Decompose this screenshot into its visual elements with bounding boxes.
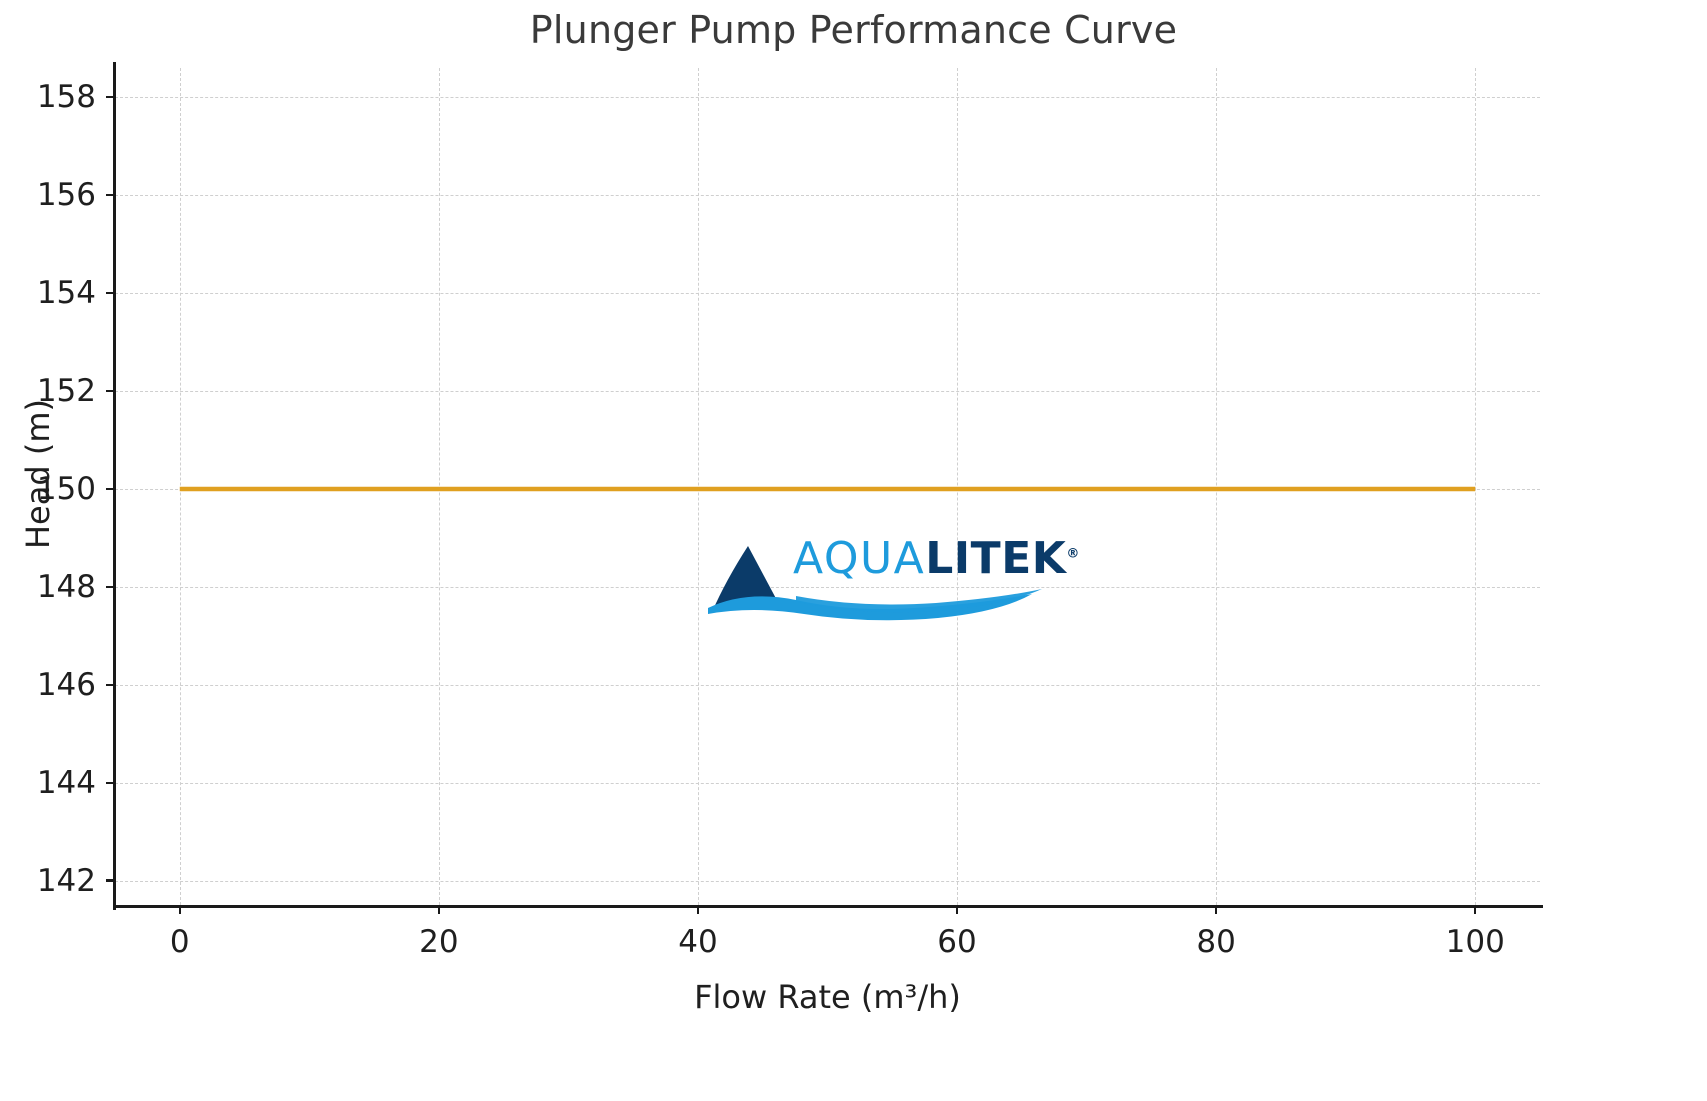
x-tick-label: 80 bbox=[1196, 924, 1236, 960]
tick-mark-y bbox=[106, 389, 115, 393]
gridline-vertical bbox=[179, 68, 181, 905]
x-axis-spine bbox=[113, 905, 1543, 908]
tick-mark-y bbox=[106, 96, 115, 99]
tick-mark-x bbox=[955, 905, 959, 914]
y-axis-tick-labels: 142 144 146 148 150 152 154 156 158 bbox=[0, 68, 96, 905]
tick-mark-y bbox=[106, 781, 115, 784]
x-tick-label: 0 bbox=[169, 924, 190, 960]
gridline-horizontal bbox=[115, 782, 1540, 784]
x-tick-label: 100 bbox=[1445, 924, 1505, 960]
tick-mark-y bbox=[106, 879, 115, 882]
y-tick-label: 148 bbox=[36, 568, 96, 605]
gridline-horizontal bbox=[115, 586, 1540, 588]
gridline-vertical bbox=[957, 68, 959, 905]
tick-mark-y bbox=[106, 292, 115, 295]
tick-mark-y bbox=[106, 194, 115, 197]
gridline-horizontal bbox=[115, 97, 1540, 99]
gridline-horizontal bbox=[115, 684, 1540, 686]
y-tick-label: 150 bbox=[36, 470, 96, 507]
y-tick-label: 142 bbox=[36, 862, 96, 899]
tick-mark-y bbox=[106, 585, 115, 588]
gridline-horizontal bbox=[115, 880, 1540, 882]
tick-mark-x bbox=[1474, 905, 1477, 914]
tick-mark-y bbox=[106, 487, 115, 491]
x-tick-label: 20 bbox=[419, 924, 459, 960]
y-axis-spine bbox=[113, 62, 116, 910]
y-axis-title: Head (m) bbox=[19, 399, 57, 549]
x-axis-title: Flow Rate (m³/h) bbox=[694, 978, 961, 1016]
page-title: Plunger Pump Performance Curve bbox=[529, 8, 1178, 52]
gridline-horizontal bbox=[115, 293, 1540, 295]
gridline-vertical bbox=[1216, 68, 1218, 905]
x-tick-label: 60 bbox=[937, 924, 977, 960]
y-tick-label: 154 bbox=[36, 275, 96, 312]
plot-area: AQUALITEK® bbox=[106, 68, 1540, 914]
head-curve-line bbox=[179, 486, 1476, 492]
gridline-horizontal bbox=[115, 391, 1540, 393]
tick-mark-x bbox=[178, 905, 181, 914]
y-tick-label: 158 bbox=[36, 79, 96, 116]
y-tick-label: 156 bbox=[36, 177, 96, 214]
gridline-vertical bbox=[438, 68, 440, 905]
gridline-vertical bbox=[1475, 68, 1477, 905]
gridline-horizontal bbox=[115, 195, 1540, 197]
y-tick-label: 146 bbox=[36, 666, 96, 703]
x-axis-tick-labels: 0 20 40 60 80 100 bbox=[115, 924, 1540, 968]
x-tick-label: 40 bbox=[678, 924, 718, 960]
y-tick-label: 144 bbox=[36, 764, 96, 801]
tick-mark-x bbox=[437, 905, 440, 914]
y-tick-label: 152 bbox=[36, 373, 96, 410]
tick-mark-y bbox=[106, 683, 115, 686]
tick-mark-x bbox=[1215, 905, 1218, 914]
gridline-vertical bbox=[697, 68, 699, 905]
tick-mark-x bbox=[696, 905, 700, 914]
